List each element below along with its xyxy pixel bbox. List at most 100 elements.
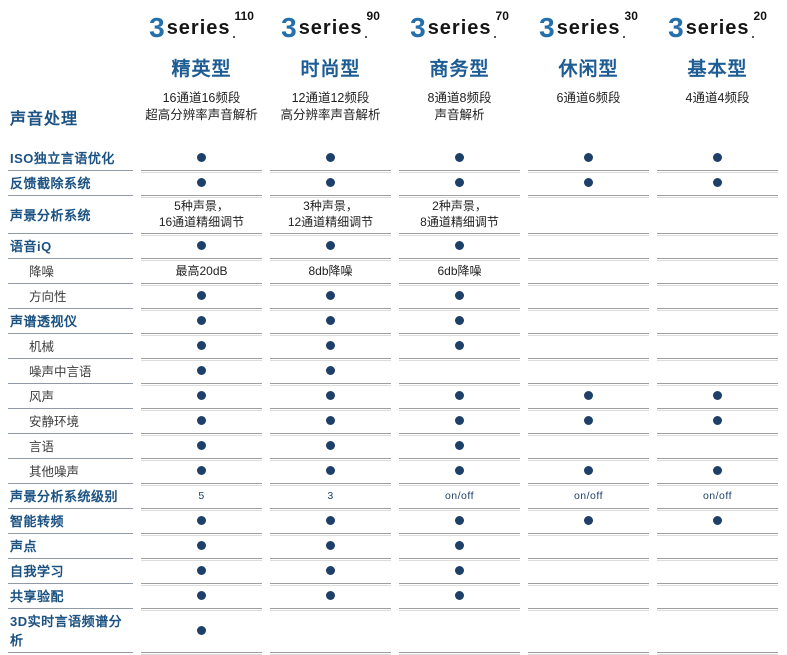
feature-dot-icon [455, 516, 464, 525]
row-label: 噪声中言语 [8, 359, 133, 384]
table-cell: 最高20dB [141, 259, 262, 286]
table-cell [528, 559, 649, 586]
table-cell: on/off [657, 484, 778, 511]
table-cell: on/off [528, 484, 649, 511]
table-cell: 5种声景， 16通道精细调节 [141, 196, 262, 236]
feature-dot-icon [197, 291, 206, 300]
table-cell [270, 384, 391, 411]
table-cell [528, 384, 649, 411]
feature-dot-icon [326, 541, 335, 550]
table-cell [399, 309, 520, 336]
feature-table-body: ISO独立言语优化 反馈截除系统 声景分析系统 5种声景， 16通道精细调节 3种声景，… [0, 146, 787, 655]
feature-dot-icon [326, 291, 335, 300]
column-header-90: 3 series 90 时尚型 12通道12频段 高分辨率声音解析 [270, 9, 391, 146]
table-cell [657, 309, 778, 336]
table-cell: 2种声景， 8通道精细调节 [399, 196, 520, 236]
table-cell [141, 459, 262, 486]
row-label: 语音iQ [8, 234, 133, 259]
row-label: 安静环境 [8, 409, 133, 434]
feature-dot-icon [455, 591, 464, 600]
feature-dot-icon [584, 391, 593, 400]
row-label: 机械 [8, 334, 133, 359]
logo-numeral: 3 [539, 12, 555, 43]
tier-superscript: 110 [234, 9, 254, 23]
tier-superscript: 20 [753, 9, 767, 23]
feature-dot-icon [326, 241, 335, 250]
table-cell [141, 534, 262, 561]
table-cell [528, 609, 649, 655]
feature-dot-icon [326, 416, 335, 425]
model-name: 商务型 [429, 59, 490, 80]
table-cell [270, 146, 391, 173]
table-cell [528, 309, 649, 336]
table-cell [528, 409, 649, 436]
table-row: 反馈截除系统 [0, 171, 787, 198]
table-cell [399, 146, 520, 173]
column-header-70: 3 series 70 商务型 8通道8频段 声音解析 [399, 9, 520, 146]
feature-dot-icon [326, 153, 335, 162]
table-row: 声点 [0, 534, 787, 561]
table-row: 语音iQ [0, 234, 787, 261]
table-cell [141, 434, 262, 461]
table-cell [141, 146, 262, 173]
feature-dot-icon [584, 153, 593, 162]
feature-dot-icon [197, 153, 206, 162]
table-row: 安静环境 [0, 409, 787, 436]
logo-wordmark: series [557, 13, 625, 43]
feature-dot-icon [455, 241, 464, 250]
table-cell [657, 459, 778, 486]
feature-dot-icon [326, 341, 335, 350]
table-cell [141, 584, 262, 611]
cell-text: 5 [198, 489, 205, 502]
row-label: 风声 [8, 384, 133, 409]
logo-wordmark: series [428, 13, 496, 43]
table-row: 言语 [0, 434, 787, 461]
table-cell [399, 359, 520, 386]
table-cell [141, 609, 262, 655]
column-header-30: 3 series 30 休闲型 6通道6频段 [528, 9, 649, 146]
table-cell: 5 [141, 484, 262, 511]
feature-dot-icon [326, 178, 335, 187]
table-cell: 3种声景， 12通道精细调节 [270, 196, 391, 236]
channel-spec: 12通道12频段 高分辨率声音解析 [280, 91, 381, 122]
logo-wordmark: series [167, 13, 235, 43]
table-cell [270, 284, 391, 311]
table-row: 智能转频 [0, 509, 787, 536]
logo-numeral: 3 [410, 12, 426, 43]
model-name: 休闲型 [558, 59, 619, 80]
table-cell [141, 559, 262, 586]
feature-dot-icon [455, 416, 464, 425]
table-cell [270, 334, 391, 361]
feature-dot-icon [197, 316, 206, 325]
feature-dot-icon [326, 391, 335, 400]
brand-logo: 3 series 90 [281, 9, 380, 47]
row-label: 方向性 [8, 284, 133, 309]
model-name: 时尚型 [300, 59, 361, 80]
table-cell [657, 259, 778, 286]
table-cell [657, 384, 778, 411]
feature-dot-icon [713, 391, 722, 400]
table-cell [528, 459, 649, 486]
logo-wordmark: series [686, 13, 754, 43]
feature-dot-icon [197, 566, 206, 575]
cell-text: on/off [573, 489, 604, 502]
table-cell [657, 334, 778, 361]
row-label: 声点 [8, 534, 133, 559]
logo-numeral: 3 [281, 12, 297, 43]
table-cell [528, 334, 649, 361]
cell-text: 5种声景， 16通道精细调节 [158, 199, 245, 229]
cell-text: 3种声景， 12通道精细调节 [287, 199, 374, 229]
table-row: ISO独立言语优化 [0, 146, 787, 173]
table-cell [657, 234, 778, 261]
feature-dot-icon [197, 466, 206, 475]
brand-logo: 3 series 30 [539, 9, 638, 47]
cell-text: 2种声景， 8通道精细调节 [420, 199, 499, 229]
table-cell: on/off [399, 484, 520, 511]
table-cell [399, 434, 520, 461]
brand-logo: 3 series 20 [668, 9, 767, 47]
feature-dot-icon [197, 341, 206, 350]
feature-dot-icon [455, 316, 464, 325]
table-cell [399, 409, 520, 436]
table-cell [528, 509, 649, 536]
feature-dot-icon [455, 566, 464, 575]
